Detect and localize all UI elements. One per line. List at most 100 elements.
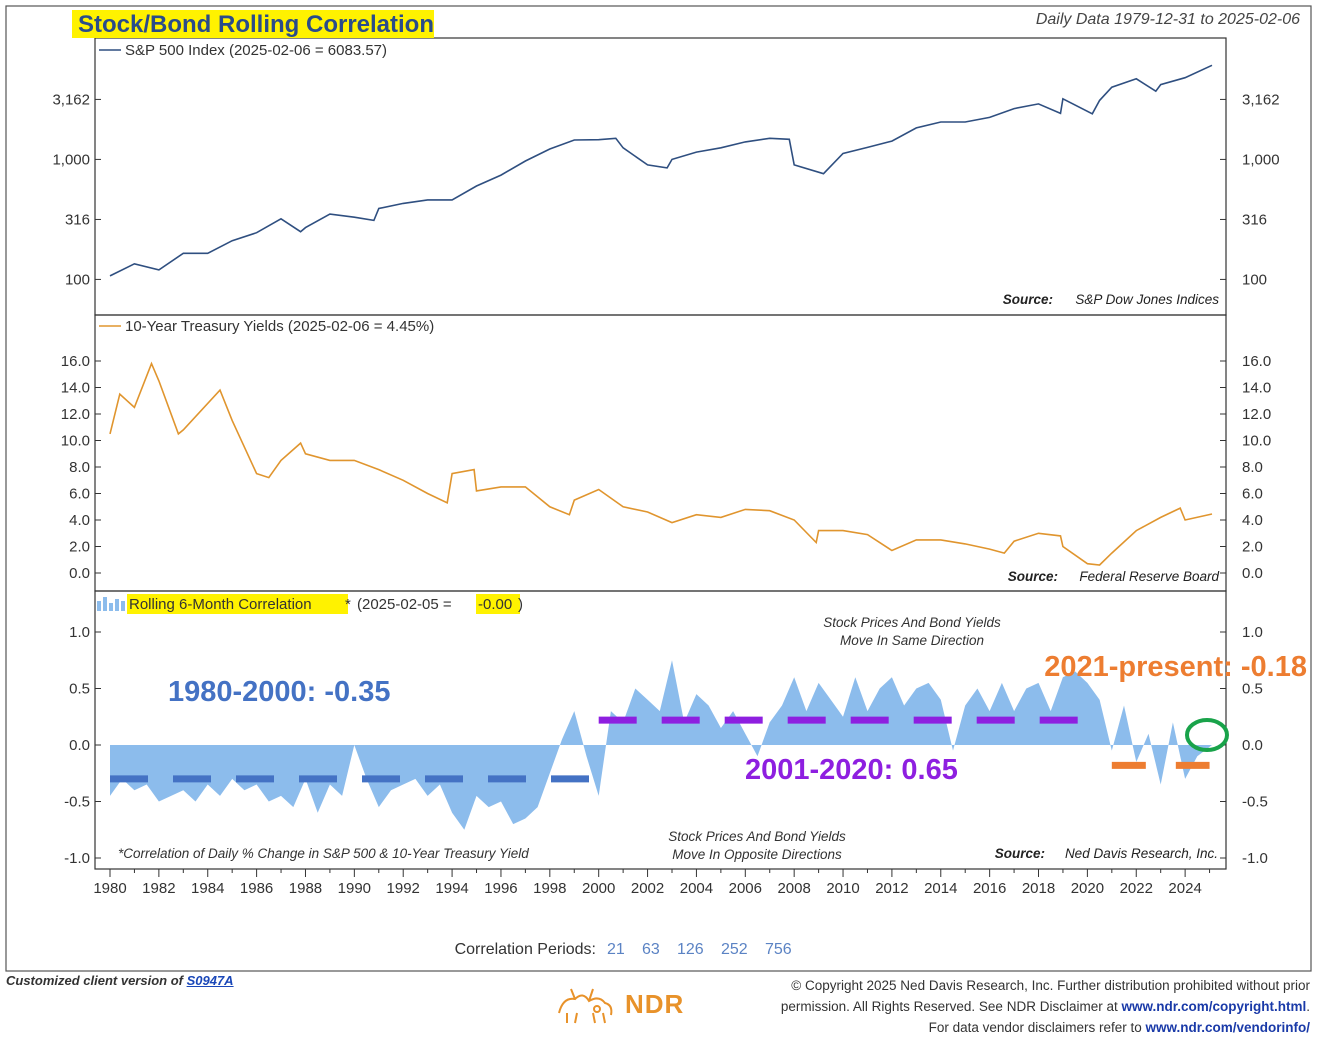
treasury-tick-label-left: 10.0 [61, 433, 90, 450]
treasury-tick-label-left: 6.0 [69, 486, 90, 503]
x-tick-label: 2010 [826, 880, 859, 897]
bull-bear-icon [558, 988, 613, 1024]
correlation-average-lines [110, 716, 1210, 783]
correlation-tick-label-left: -1.0 [64, 850, 90, 867]
treasury-tick-label-left: 12.0 [61, 406, 90, 423]
x-tick-label: 2012 [875, 880, 908, 897]
customized-note: Customized client version of S0947A [6, 973, 234, 988]
correlation-footnote: *Correlation of Daily % Change in S&P 50… [118, 846, 529, 861]
copyright-link[interactable]: www.ndr.com/copyright.html [1121, 999, 1307, 1014]
correlation-period-option[interactable]: 21 [607, 941, 625, 958]
customized-text: Customized client version of [6, 973, 187, 988]
treasury-tick-label-left: 16.0 [61, 353, 90, 370]
x-tick-label: 1998 [533, 880, 566, 897]
treasury-tick-label-right: 12.0 [1242, 406, 1271, 423]
note-opposite-direction-line1: Stock Prices And Bond Yields [668, 829, 846, 844]
correlation-legend-value: -0.00 [478, 596, 512, 613]
correlation-legend-date: (2025-02-05 = [357, 596, 452, 613]
sp500-tick-label-right: 1,000 [1242, 151, 1280, 168]
treasury-tick-label-right: 10.0 [1242, 433, 1271, 450]
ndr-logo-text: NDR [625, 989, 685, 1019]
annotation-1980-2000: 1980-2000: -0.35 [168, 676, 391, 708]
treasury-source-value: Federal Reserve Board [1079, 569, 1219, 584]
x-tick-label: 2024 [1168, 880, 1201, 897]
x-tick-label: 1980 [93, 880, 126, 897]
correlation-period-option[interactable]: 63 [642, 941, 660, 958]
sp500-legend: S&P 500 Index (2025-02-06 = 6083.57) [125, 42, 387, 59]
treasury-tick-label-left: 2.0 [69, 539, 90, 556]
sp500-tick-label-right: 316 [1242, 211, 1267, 228]
correlation-tick-label-right: -0.5 [1242, 794, 1268, 811]
outer-frame [5, 5, 1312, 972]
copyright-line1: © Copyright 2025 Ned Davis Research, Inc… [791, 978, 1310, 993]
note-same-direction-line1: Stock Prices And Bond Yields [823, 615, 1001, 630]
chart-title: Stock/Bond Rolling Correlation [78, 11, 434, 38]
correlation-legend-swatch [97, 597, 125, 611]
correlation-tick-label-left: 0.5 [69, 681, 90, 698]
sp500-series-line [109, 64, 1213, 277]
treasury-tick-label-right: 8.0 [1242, 459, 1263, 476]
note-same-direction-line2: Move In Same Direction [840, 633, 984, 648]
vendorinfo-link[interactable]: www.ndr.com/vendorinfo/ [1145, 1020, 1310, 1035]
note-opposite-direction-line2: Move In Opposite Directions [672, 847, 842, 862]
copyright-line2-text: permission. All Rights Reserved. See NDR… [780, 999, 1122, 1014]
sp500-tick-label-right: 100 [1242, 271, 1267, 288]
x-tick-label: 2014 [924, 880, 957, 897]
treasury-series-line [109, 361, 1213, 566]
sp500-tick-label-left: 316 [65, 211, 90, 228]
sp500-tick-label-left: 3,162 [52, 91, 90, 108]
x-tick-label: 2008 [777, 880, 810, 897]
ndr-logo: NDR [553, 983, 703, 1027]
copyright-line2-end: . [1306, 999, 1310, 1014]
treasury-tick-label-right: 16.0 [1242, 353, 1271, 370]
treasury-tick-label-left: 0.0 [69, 565, 90, 582]
treasury-y-ticks: 16.0 16.0 14.0 14.0 12.0 12.0 10.0 10.0 8.0 8.0 6.… [61, 353, 1271, 582]
correlation-periods-label: Correlation Periods: [455, 941, 596, 958]
correlation-source-value: Ned Davis Research, Inc. [1065, 846, 1218, 861]
latest-value-circle [1185, 718, 1229, 752]
sp500-tick-label-left: 100 [65, 271, 90, 288]
annotation-2021-present: 2021-present: -0.18 [1044, 651, 1307, 683]
x-tick-label: 2004 [680, 880, 713, 897]
treasury-tick-label-right: 0.0 [1242, 565, 1263, 582]
sp500-panel-frame [94, 37, 1227, 316]
x-tick-label: 1992 [387, 880, 420, 897]
correlation-tick-label-right: 0.5 [1242, 681, 1263, 698]
x-tick-label: 2002 [631, 880, 664, 897]
sp500-source-label: Source: [1003, 292, 1053, 307]
correlation-tick-label-right: -1.0 [1242, 850, 1268, 867]
correlation-legend-close: ) [518, 596, 523, 613]
customized-link[interactable]: S0947A [186, 973, 234, 988]
correlation-tick-label-right: 0.0 [1242, 737, 1263, 754]
correlation-source-label: Source: [995, 846, 1045, 861]
copyright-line3: For data vendor disclaimers refer to www… [720, 1017, 1310, 1038]
treasury-tick-label-right: 4.0 [1242, 512, 1263, 529]
sp500-source-value: S&P Dow Jones Indices [1075, 292, 1219, 307]
correlation-period-option[interactable]: 756 [765, 941, 792, 958]
correlation-period-option[interactable]: 252 [721, 941, 748, 958]
sp500-y-ticks: 3,162 3,162 1,000 1,000 316 316 100 100 [52, 91, 1279, 288]
treasury-tick-label-right: 14.0 [1242, 380, 1271, 397]
x-tick-label: 2016 [973, 880, 1006, 897]
x-tick-label: 1990 [338, 880, 371, 897]
correlation-legend-star: * [345, 596, 351, 613]
title-highlight [72, 10, 434, 38]
correlation-tick-label-left: 0.0 [69, 737, 90, 754]
x-tick-label: 1996 [484, 880, 517, 897]
date-range: Daily Data 1979-12-31 to 2025-02-06 [1036, 11, 1300, 28]
x-tick-label: 2022 [1120, 880, 1153, 897]
treasury-tick-label-left: 8.0 [69, 459, 90, 476]
x-tick-label: 2000 [582, 880, 615, 897]
correlation-value-highlight [476, 594, 520, 614]
x-tick-label: 1986 [240, 880, 273, 897]
treasury-tick-label-left: 14.0 [61, 380, 90, 397]
correlation-period-option[interactable]: 126 [677, 941, 704, 958]
treasury-source-label: Source: [1008, 569, 1058, 584]
annotation-2001-2020: 2001-2020: 0.65 [745, 754, 958, 786]
x-tick-label: 2006 [729, 880, 762, 897]
x-tick-label: 1982 [142, 880, 175, 897]
copyright-block: © Copyright 2025 Ned Davis Research, Inc… [720, 975, 1310, 1038]
x-tick-label: 1988 [289, 880, 322, 897]
correlation-periods-options: 21 63 126 252 756 [607, 941, 792, 958]
treasury-tick-label-left: 4.0 [69, 512, 90, 529]
